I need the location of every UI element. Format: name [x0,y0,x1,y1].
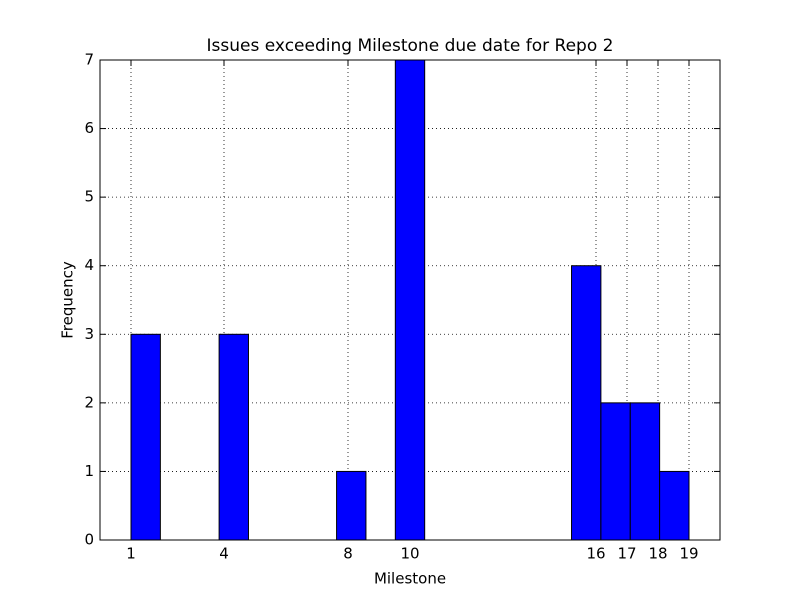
x-tick-label: 8 [343,545,353,563]
y-tick-label: 4 [84,256,94,274]
bar [336,470,367,541]
bar [218,333,249,541]
bar [629,402,661,541]
y-tick-label: 6 [84,119,94,137]
y-tick-label: 0 [84,531,94,549]
chart-title: Issues exceeding Milestone due date for … [207,36,614,56]
y-axis-label: Frequency [59,261,77,339]
x-tick-label: 18 [648,545,667,563]
x-tick-label: 4 [219,545,229,563]
y-tick-label: 5 [84,188,94,206]
y-tick-label: 7 [84,51,94,69]
x-axis-label: Milestone [374,570,446,588]
x-tick-label: 19 [679,545,698,563]
y-tick-label: 2 [84,393,94,411]
x-tick-label: 10 [400,545,419,563]
bar [659,470,690,541]
x-tick-label: 16 [586,545,605,563]
y-tick-label: 3 [84,325,94,343]
bar [600,402,631,541]
bar [394,59,426,541]
y-tick-label: 1 [84,462,94,480]
x-tick-label: 17 [617,545,636,563]
bar [130,333,161,541]
bar [571,265,602,541]
x-tick-label: 1 [126,545,136,563]
plot-frame [99,59,721,541]
